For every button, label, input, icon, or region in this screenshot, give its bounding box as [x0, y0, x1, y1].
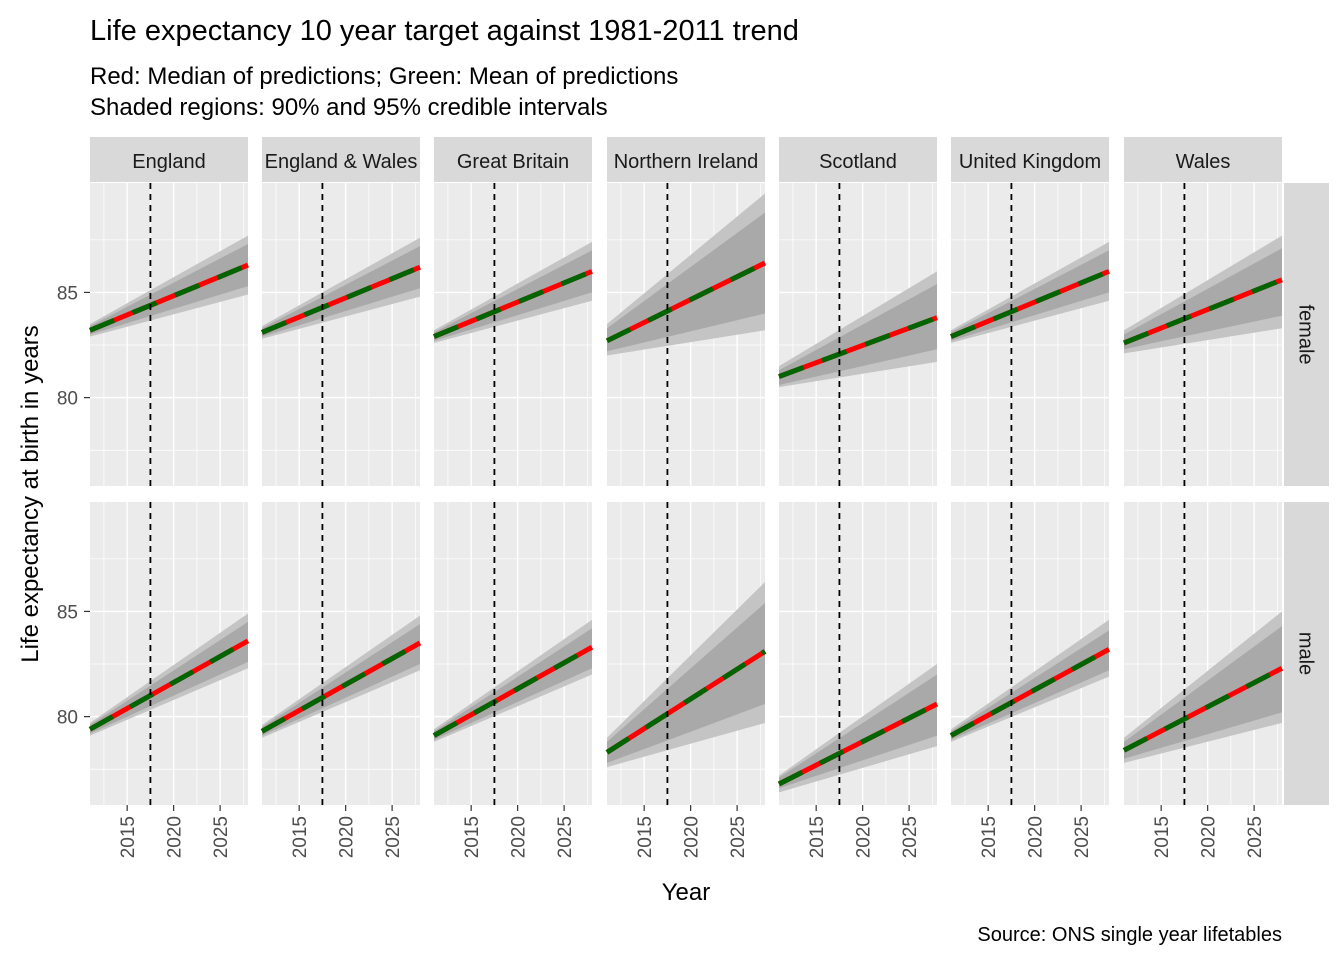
y-tick-label: 85 — [57, 283, 78, 304]
strip-label-scotland: Scotland — [819, 151, 897, 173]
mean-line — [261, 264, 421, 335]
panel-england-and-wales-female — [261, 183, 421, 486]
strip-label-northern-ireland: Northern Ireland — [614, 151, 759, 173]
plot-area: England England & Wales Great Britain North… — [57, 137, 1329, 858]
strip-label-england: England — [132, 151, 205, 173]
y-axis-label: Life expectancy at birth in years — [17, 325, 44, 663]
x-tick-label: 2025 — [900, 816, 921, 858]
ci90-band — [607, 603, 765, 763]
strip-male — [1284, 502, 1329, 805]
ci90-band — [779, 674, 937, 789]
panel-scotland-male — [777, 502, 939, 805]
x-tick-label: 2020 — [1026, 816, 1047, 858]
panel-england-male — [88, 502, 250, 805]
strip-scotland — [779, 137, 937, 182]
panel-wales-female — [1123, 183, 1283, 486]
y-tick-label: 85 — [57, 602, 78, 623]
panel-wales-male — [1122, 502, 1284, 805]
x-tick-label: 2015 — [979, 816, 1000, 858]
strip-northern-ireland — [607, 137, 765, 182]
strip-label-male: male — [1295, 632, 1317, 675]
mean-line — [432, 645, 594, 738]
x-tick-label: 2020 — [682, 816, 703, 858]
panel-united-kingdom-female — [950, 183, 1110, 486]
panel-great-britain-male — [432, 502, 594, 805]
panel-northern-ireland-female — [605, 183, 767, 486]
x-tick-label: 2020 — [165, 816, 186, 858]
mean-line — [777, 701, 939, 787]
x-tick-label: 2015 — [290, 816, 311, 858]
chart-title: Life expectancy 10 year target against 1… — [90, 15, 799, 47]
mean-line — [1123, 277, 1283, 346]
x-tick-label: 2015 — [807, 816, 828, 858]
x-tick-label: 2015 — [1152, 816, 1173, 858]
mean-line — [89, 262, 249, 333]
mean-line — [950, 269, 1110, 339]
strip-england — [90, 137, 248, 182]
ci90-band — [1124, 248, 1282, 350]
ci90-band — [1124, 626, 1282, 759]
x-tick-label: 2020 — [1199, 816, 1220, 858]
x-axis-label: Year — [662, 879, 711, 906]
strip-label-wales: Wales — [1176, 151, 1231, 173]
x-tick-label: 2025 — [1245, 816, 1266, 858]
x-tick-label: 2020 — [854, 816, 875, 858]
strip-great-britain — [434, 137, 592, 182]
x-tick-label: 2025 — [211, 816, 232, 858]
strip-united-kingdom — [951, 137, 1109, 182]
mean-line — [778, 315, 938, 379]
panel-background — [262, 183, 420, 486]
x-tick-label: 2015 — [462, 816, 483, 858]
mean-line — [605, 649, 767, 755]
x-tick-label: 2020 — [337, 816, 358, 858]
strip-female — [1284, 183, 1329, 486]
y-tick-label: 80 — [57, 708, 78, 729]
mean-line — [88, 638, 250, 732]
mean-line — [1122, 666, 1284, 753]
x-tick-label: 2020 — [509, 816, 530, 858]
mean-line — [433, 269, 593, 339]
y-tick-label: 80 — [57, 389, 78, 410]
strip-label-united-kingdom: United Kingdom — [959, 151, 1101, 173]
panel-northern-ireland-male — [605, 502, 767, 805]
ci90-band — [607, 212, 765, 352]
panel-great-britain-female — [433, 183, 593, 486]
panel-scotland-female — [778, 183, 938, 486]
x-tick-label: 2015 — [118, 816, 139, 858]
panel-united-kingdom-male — [949, 502, 1111, 805]
x-tick-label: 2025 — [555, 816, 576, 858]
strip-label-female: female — [1295, 304, 1317, 364]
panel-england-female — [89, 183, 249, 486]
x-tick-label: 2025 — [728, 816, 749, 858]
x-tick-label: 2025 — [383, 816, 404, 858]
chart-caption: Source: ONS single year lifetables — [977, 924, 1282, 946]
mean-line — [605, 260, 767, 344]
mean-line — [260, 640, 422, 734]
strip-label-great-britain: Great Britain — [457, 151, 569, 173]
x-tick-label: 2015 — [635, 816, 656, 858]
x-tick-label: 2025 — [1072, 816, 1093, 858]
mean-line — [949, 647, 1111, 738]
strip-label-england-and-wales: England & Wales — [265, 151, 418, 173]
strip-wales — [1124, 137, 1282, 182]
panel-background — [90, 183, 248, 486]
chart-subtitle-line-2: Shaded regions: 90% and 95% credible int… — [90, 94, 608, 121]
strip-england-and-wales — [262, 137, 420, 182]
chart-subtitle-line-1: Red: Median of predictions; Green: Mean … — [90, 63, 678, 90]
panel-england-and-wales-male — [260, 502, 422, 805]
